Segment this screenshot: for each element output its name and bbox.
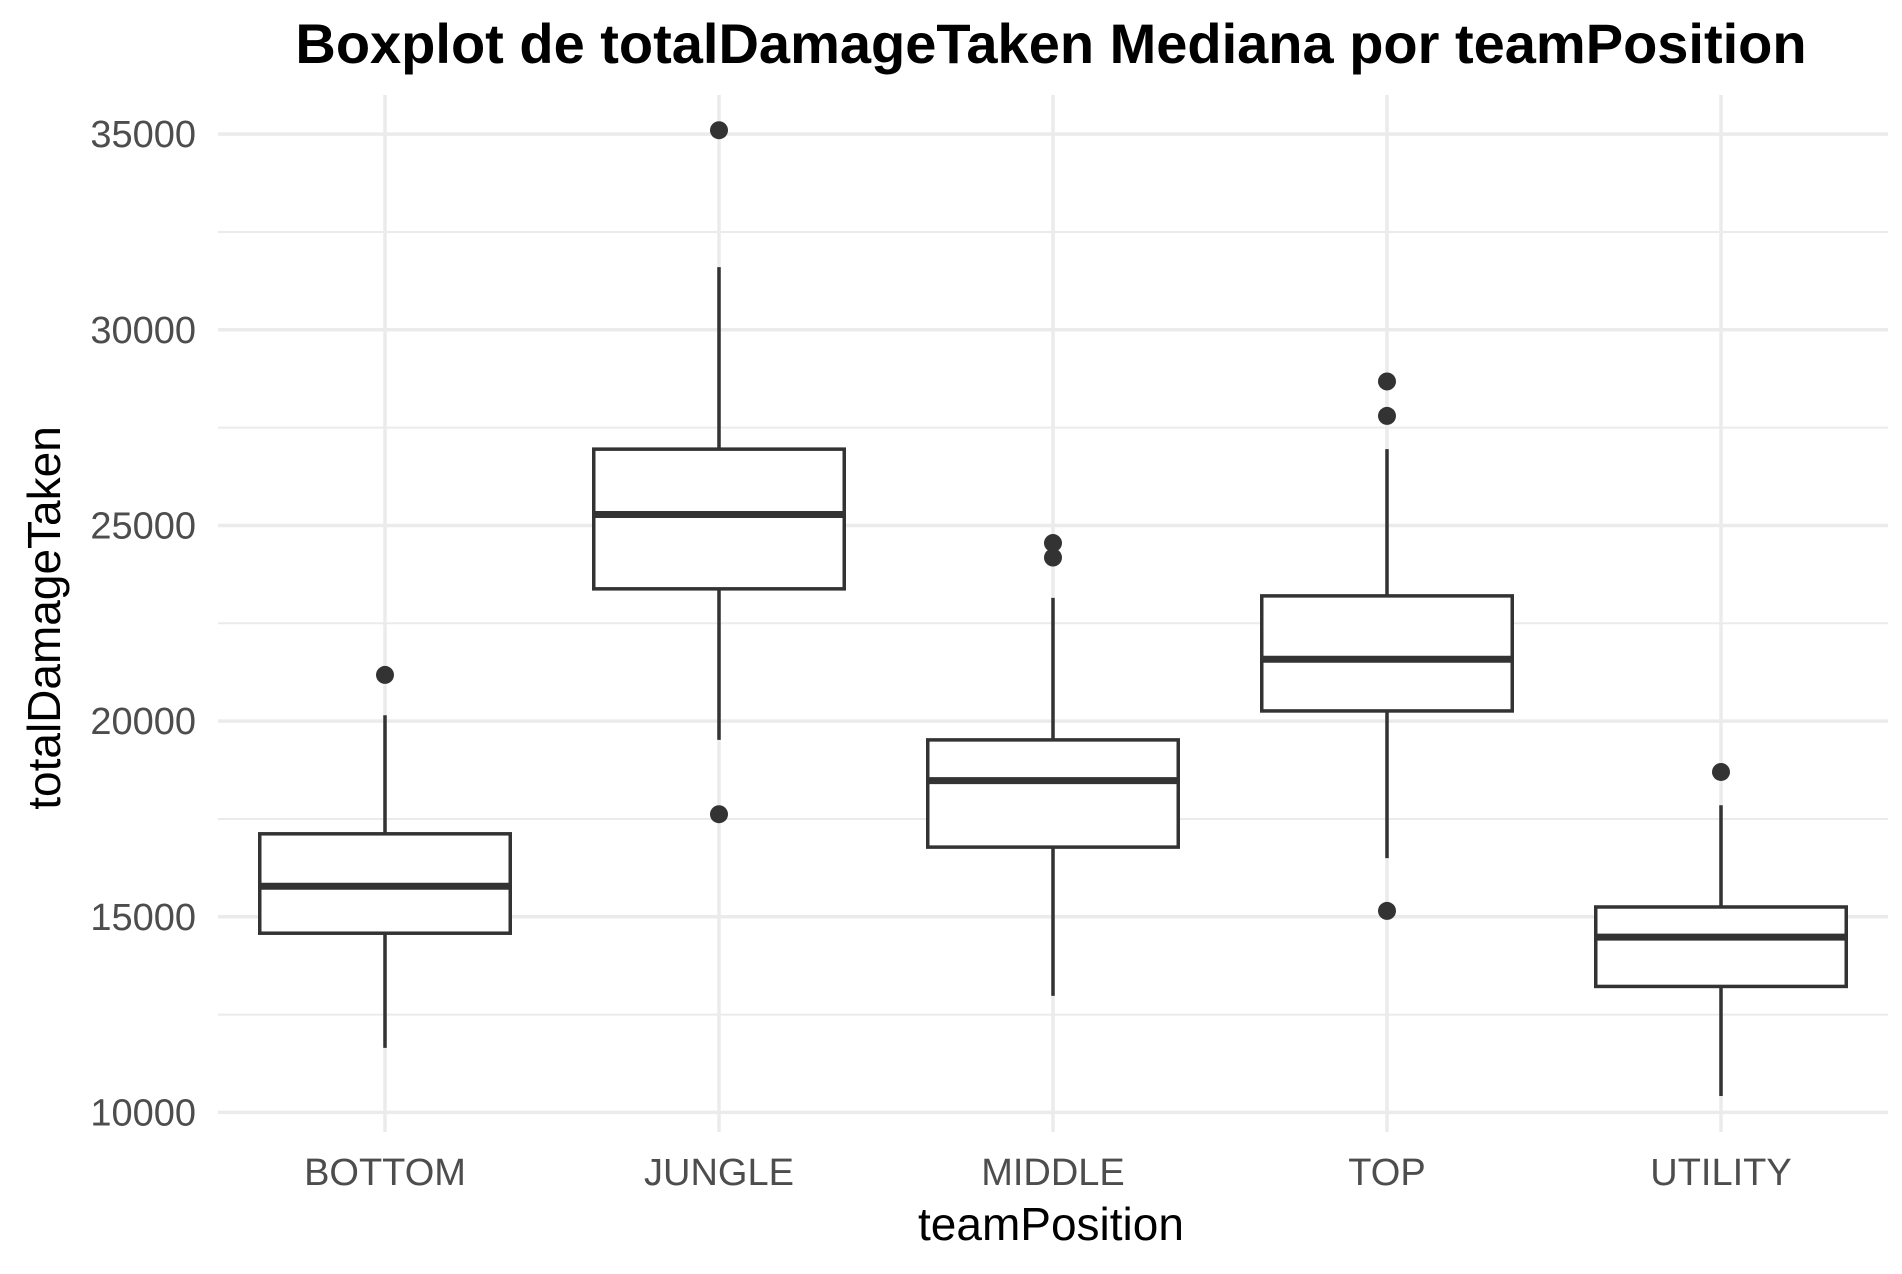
y-tick-label: 20000 xyxy=(90,701,196,743)
y-axis-title: totalDamageTaken xyxy=(18,426,70,810)
y-tick-label: 15000 xyxy=(90,897,196,939)
iqr-box xyxy=(926,738,1180,849)
y-tick-label: 25000 xyxy=(90,505,196,547)
outlier-point xyxy=(1378,406,1396,425)
box-group-middle xyxy=(926,534,1180,996)
outlier-point xyxy=(1044,534,1062,553)
x-tick-label: TOP xyxy=(1348,1152,1425,1194)
outlier-point xyxy=(1378,901,1396,920)
box-group-bottom xyxy=(258,665,512,1048)
box-group-utility xyxy=(1594,762,1848,1096)
x-tick-label: JUNGLE xyxy=(644,1152,794,1194)
outlier-point xyxy=(1712,762,1730,781)
box-series xyxy=(258,121,1848,1096)
box-group-jungle xyxy=(592,121,846,824)
iqr-box xyxy=(1260,594,1514,713)
chart-title: Boxplot de totalDamageTaken Mediana por … xyxy=(295,12,1806,75)
x-axis-title: teamPosition xyxy=(918,1198,1184,1250)
y-tick-label: 30000 xyxy=(90,310,196,352)
y-tick-label: 35000 xyxy=(90,114,196,156)
box-group-top xyxy=(1260,372,1514,920)
outlier-point xyxy=(710,121,728,140)
x-tick-label: MIDDLE xyxy=(981,1152,1125,1194)
iqr-box xyxy=(1594,905,1848,989)
outlier-point xyxy=(1044,548,1062,567)
iqr-box xyxy=(592,447,846,591)
outlier-point xyxy=(1378,372,1396,391)
tick-labels: 10000 15000 20000 25000 30000 35000 BOTTOM JUNG… xyxy=(90,114,1791,1194)
outlier-point xyxy=(710,805,728,824)
x-tick-label: BOTTOM xyxy=(304,1152,466,1194)
outlier-point xyxy=(376,665,394,684)
x-tick-label: UTILITY xyxy=(1650,1152,1791,1194)
y-tick-label: 10000 xyxy=(90,1092,196,1134)
